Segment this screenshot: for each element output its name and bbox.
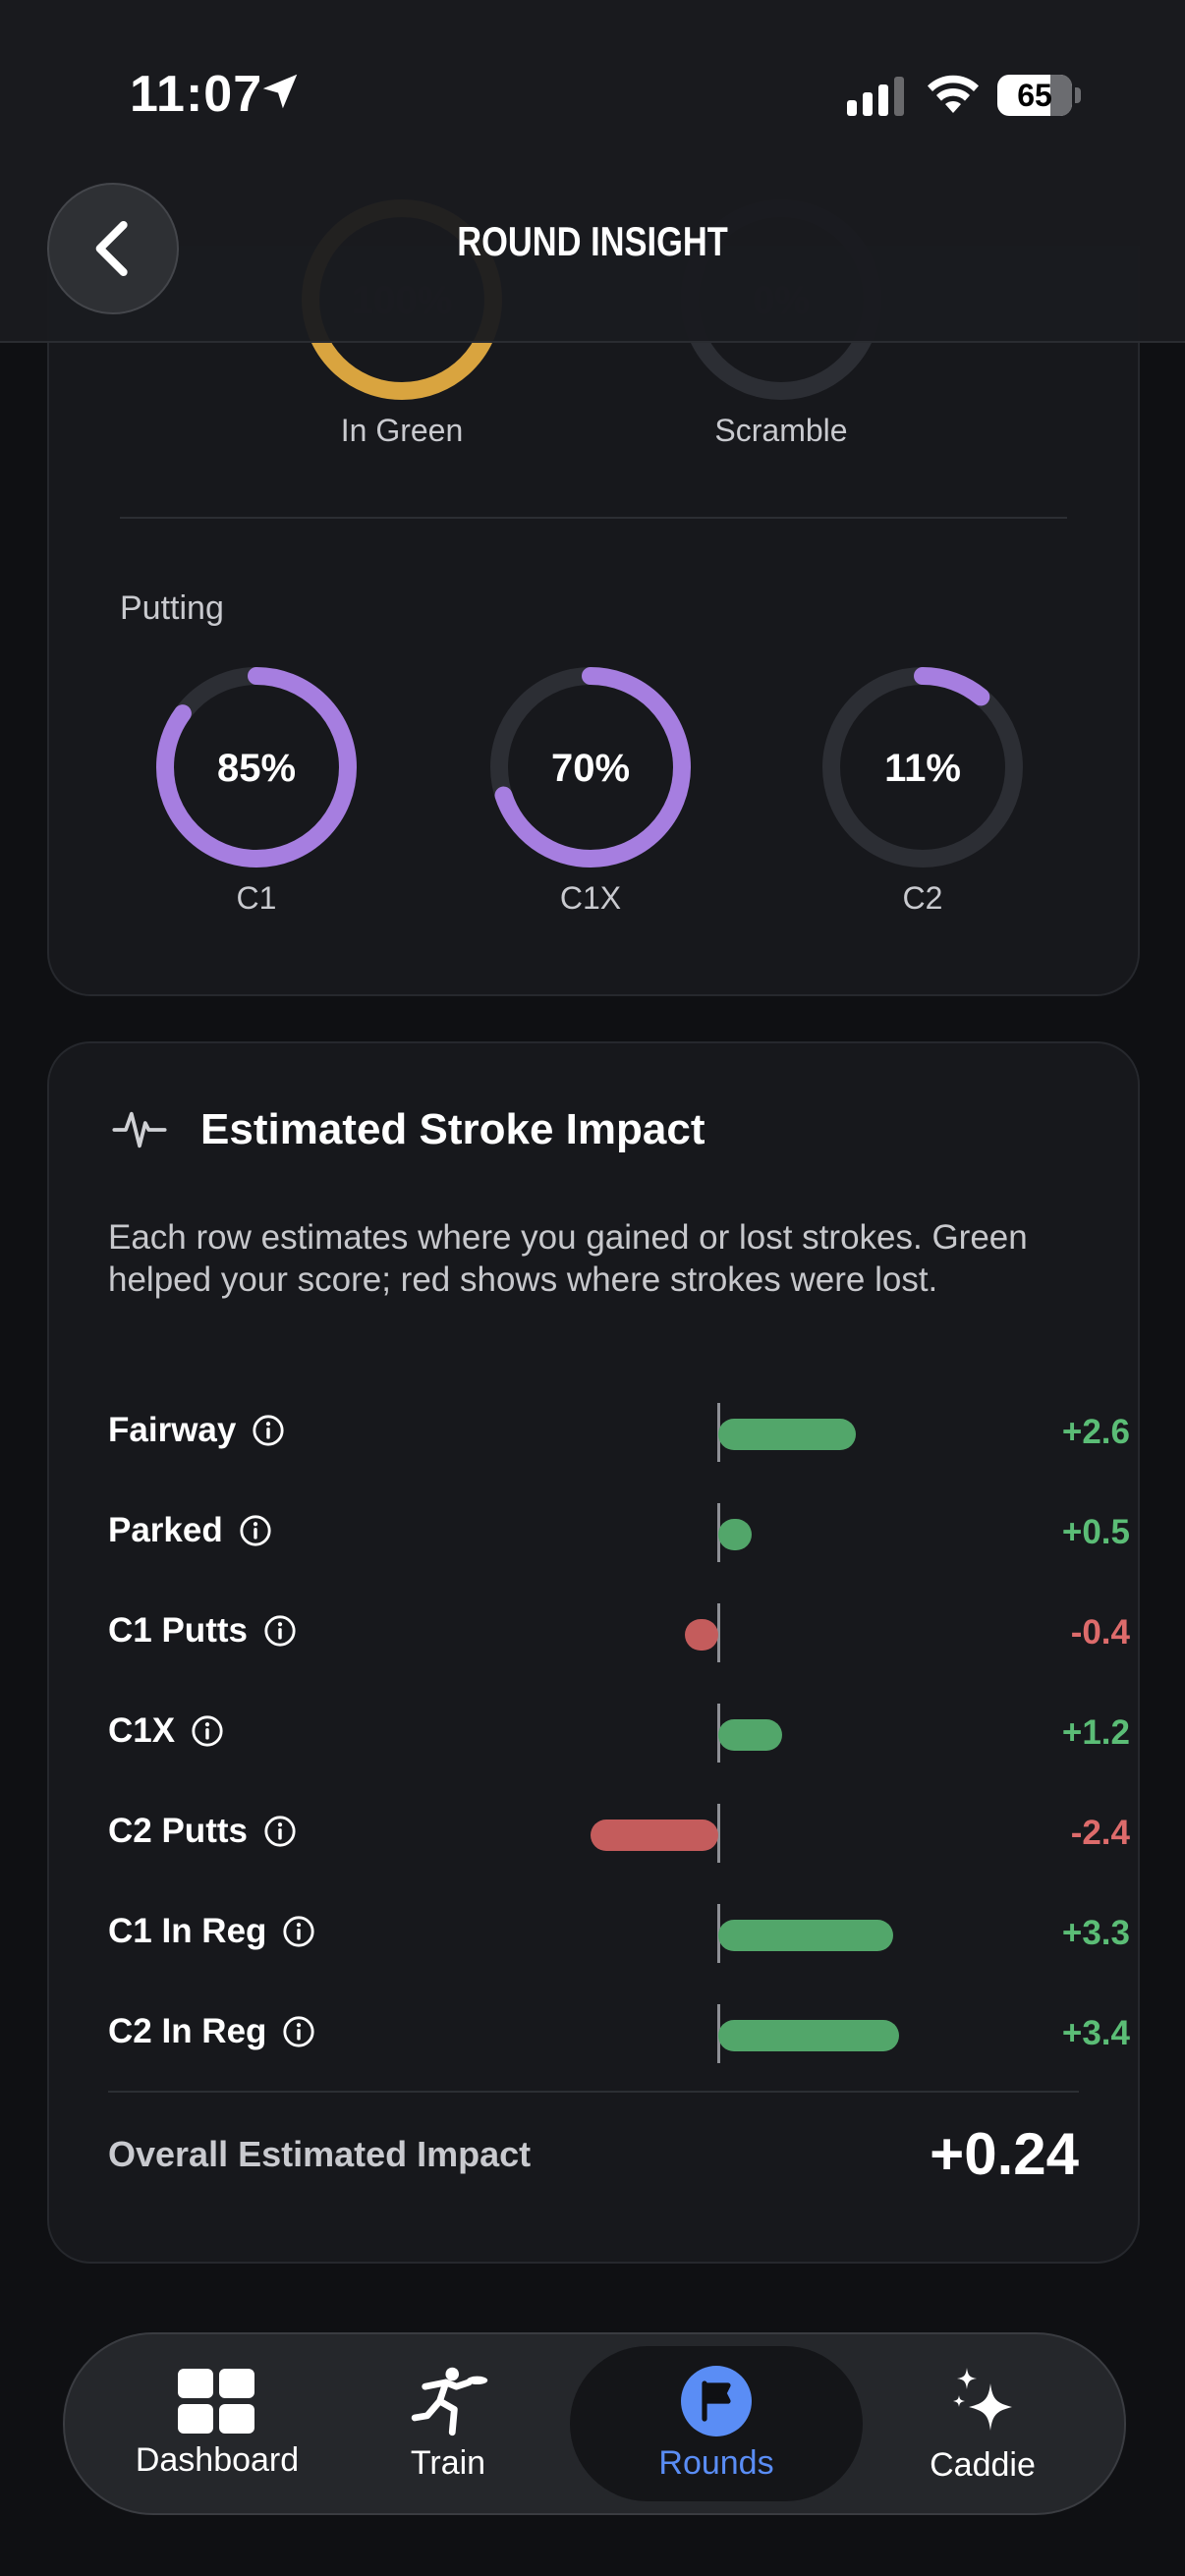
back-button[interactable] — [47, 183, 179, 314]
impact-bar-negative — [591, 1820, 718, 1851]
impact-bar-positive — [718, 2020, 899, 2051]
tab-label: Rounds — [658, 2443, 774, 2482]
top-bar: 11:07 65 ROUND INSIGHT — [0, 0, 1185, 343]
stats-card: 100%In Green 0%Scramble Putting 85%C1 70… — [47, 199, 1140, 996]
tab-bar: Dashboard Train Rounds Caddie — [63, 2332, 1126, 2515]
flag-icon — [681, 2365, 752, 2436]
wifi-icon — [928, 75, 979, 113]
train-icon — [411, 2367, 488, 2436]
impact-row-label: Parked — [108, 1511, 223, 1549]
tab-dashboard[interactable]: Dashboard — [104, 2334, 330, 2513]
info-icon[interactable] — [282, 2015, 315, 2048]
overall-divider — [108, 2091, 1079, 2093]
impact-axis — [717, 1804, 720, 1863]
impact-row-label: C2 In Reg — [108, 2012, 267, 2050]
impact-row-value: -0.4 — [1070, 1613, 1130, 1652]
tab-caddie[interactable]: Caddie — [884, 2334, 1081, 2513]
impact-description: Each row estimates where you gained or l… — [108, 1218, 1028, 1299]
impact-row-label-group: C1 Putts — [108, 1611, 297, 1651]
impact-bar-positive — [718, 1719, 782, 1751]
info-icon[interactable] — [191, 1714, 224, 1748]
impact-bar-positive — [718, 1920, 894, 1951]
impact-row-label-group: C1 In Reg — [108, 1912, 315, 1951]
progress-ring: 70% — [490, 667, 691, 868]
impact-row-value: +1.2 — [1061, 1713, 1130, 1752]
stroke-impact-card: Estimated Stroke Impact Each row estimat… — [47, 1041, 1140, 2264]
impact-row: C2 Putts -2.4 — [108, 1804, 1130, 1863]
impact-row-label-group: C2 In Reg — [108, 2012, 315, 2051]
info-icon[interactable] — [263, 1815, 297, 1848]
impact-title: Estimated Stroke Impact — [200, 1105, 705, 1153]
impact-header: Estimated Stroke Impact — [112, 1102, 705, 1157]
impact-row-label: C2 Putts — [108, 1812, 248, 1850]
c1x-ring: 70% C1X — [487, 664, 694, 917]
impact-row-value: +0.5 — [1061, 1513, 1130, 1551]
impact-row-label: C1 In Reg — [108, 1912, 267, 1950]
impact-row-label-group: Fairway — [108, 1411, 285, 1450]
impact-bar-positive — [718, 1519, 752, 1550]
info-icon[interactable] — [252, 1414, 285, 1447]
progress-ring: 85% — [156, 667, 357, 868]
impact-row-label: C1X — [108, 1711, 176, 1750]
battery-icon: 65 — [997, 75, 1081, 116]
chevron-left-icon — [95, 221, 128, 276]
sparkles-icon — [953, 2367, 1012, 2431]
dashboard-icon — [178, 2368, 254, 2434]
ring-progress-arc — [822, 667, 1023, 868]
cellular-signal-icon — [847, 77, 904, 116]
ring-progress-arc — [490, 667, 691, 868]
impact-axis — [717, 1603, 720, 1662]
tab-label: Train — [410, 2443, 486, 2482]
ring-percent: 70% — [551, 747, 630, 790]
impact-row-label-group: Parked — [108, 1511, 272, 1550]
c2-ring: 11% C2 — [819, 664, 1026, 917]
info-icon[interactable] — [282, 1915, 315, 1948]
impact-row: C1 Putts -0.4 — [108, 1603, 1130, 1662]
impact-row: C2 In Reg +3.4 — [108, 2004, 1130, 2063]
impact-bar-negative — [685, 1619, 718, 1651]
overall-impact-label: Overall Estimated Impact — [108, 2134, 532, 2174]
pulse-icon — [112, 1111, 167, 1148]
impact-row: Fairway +2.6 — [108, 1403, 1130, 1462]
ring-percent: 11% — [884, 747, 961, 790]
impact-row-label: C1 Putts — [108, 1611, 248, 1650]
impact-row-value: +3.4 — [1061, 2014, 1130, 2052]
ring-label: In Green — [340, 413, 464, 448]
page-title: ROUND INSIGHT — [457, 218, 728, 264]
location-arrow-icon — [262, 74, 298, 109]
info-icon[interactable] — [239, 1514, 272, 1547]
tab-label: Caddie — [930, 2445, 1036, 2484]
tab-train[interactable]: Train — [360, 2334, 536, 2513]
impact-row-value: +2.6 — [1061, 1413, 1130, 1451]
impact-row-label-group: C1X — [108, 1711, 224, 1751]
impact-row-label: Fairway — [108, 1411, 237, 1449]
impact-row-label-group: C2 Putts — [108, 1812, 297, 1851]
overall-impact-value: +0.24 — [930, 2121, 1079, 2187]
ring-progress-arc — [156, 667, 357, 868]
section-divider — [120, 517, 1067, 519]
ring-label: C2 — [902, 880, 943, 916]
impact-row: C1 In Reg +3.3 — [108, 1904, 1130, 1963]
tab-label: Dashboard — [135, 2440, 300, 2479]
ring-label: C1 — [236, 880, 277, 916]
progress-ring: 11% — [822, 667, 1023, 868]
info-icon[interactable] — [263, 1614, 297, 1648]
c1-ring: 85% C1 — [153, 664, 360, 917]
ring-percent: 85% — [217, 747, 296, 790]
impact-bar-positive — [718, 1419, 857, 1450]
ring-label: Scramble — [714, 413, 848, 448]
ring-label: C1X — [559, 880, 622, 916]
tab-rounds[interactable]: Rounds — [570, 2346, 863, 2501]
impact-row: Parked +0.5 — [108, 1503, 1130, 1562]
putting-section-title: Putting — [120, 589, 224, 627]
impact-row-value: -2.4 — [1070, 1814, 1130, 1852]
battery-level: 65 — [1017, 77, 1052, 113]
status-time: 11:07 — [130, 66, 263, 123]
impact-row-value: +3.3 — [1061, 1914, 1130, 1952]
impact-row: C1X +1.2 — [108, 1704, 1130, 1763]
